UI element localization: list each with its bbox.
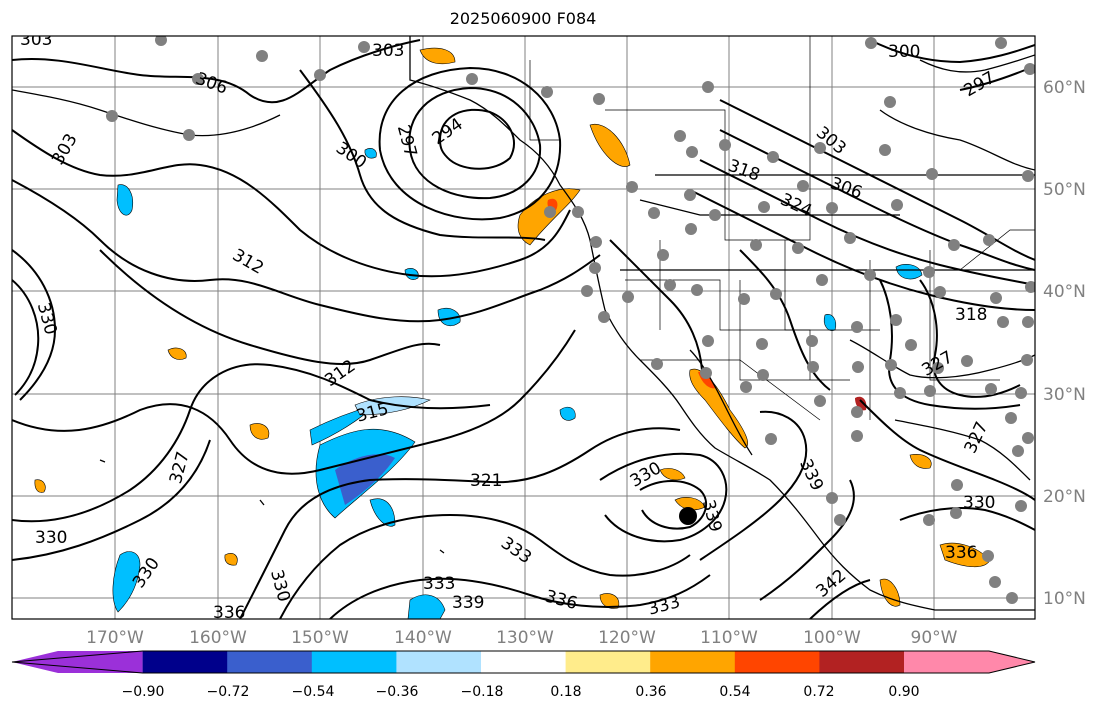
lat-label-40: 40°N — [1043, 282, 1086, 302]
lat-label-30: 30°N — [1043, 385, 1086, 405]
lat-label-50: 50°N — [1043, 180, 1086, 200]
map-background — [12, 36, 1035, 619]
colorbar-outline — [11, 650, 1036, 674]
lon-label-100w: 100°W — [803, 628, 861, 648]
contour-label: 336 — [945, 543, 977, 563]
colorbar-tick-label: −0.90 — [122, 684, 165, 700]
map-frame — [11, 35, 1036, 620]
colorbar-tick-label: 0.18 — [550, 684, 581, 700]
colorbar-segment — [819, 651, 905, 673]
lat-label-20: 20°N — [1043, 487, 1086, 507]
colorbar-segment — [481, 651, 567, 673]
contour-label: 330 — [35, 528, 67, 548]
map-title: 2025060900 F084 — [449, 9, 597, 28]
lon-label-110w: 110°W — [700, 628, 758, 648]
contour-lines — [12, 39, 1035, 619]
colorbar-tick-label: −0.72 — [207, 684, 250, 700]
colorbar-tick-label: −0.54 — [292, 684, 335, 700]
lon-label-120w: 120°W — [598, 628, 656, 648]
colorbar — [11, 650, 1036, 674]
colorbar-tick-label: −0.18 — [461, 684, 504, 700]
contour-label: 330 — [963, 493, 995, 513]
colorbar-segment — [227, 651, 313, 673]
lat-label-10: 10°N — [1043, 589, 1086, 609]
station-dots — [106, 36, 1035, 604]
contour-label: 303 — [20, 30, 52, 50]
contour-label: 333 — [423, 574, 455, 594]
colorbar-tick-label: 0.90 — [888, 684, 919, 700]
colorbar-segment — [650, 651, 736, 673]
colorbar-segment — [396, 651, 482, 673]
contour-label: 336 — [213, 603, 245, 623]
colorbar-tick-label: 0.36 — [635, 684, 666, 700]
colorbar-segment — [311, 651, 397, 673]
lat-label-60: 60°N — [1043, 78, 1086, 98]
storm-center-marker — [679, 507, 697, 525]
colorbar-segment — [142, 651, 228, 673]
longitude-labels: 170°W 160°W 150°W 140°W 130°W 120°W 110°… — [86, 628, 958, 648]
colorbar-tick-label: 0.72 — [803, 684, 834, 700]
colorbar-tick-label: 0.54 — [719, 684, 750, 700]
colorbar-segment — [565, 651, 651, 673]
lon-label-160w: 160°W — [189, 628, 247, 648]
colorbar-labels: −0.90 −0.72 −0.54 −0.36 −0.18 0.18 0.36 … — [122, 684, 920, 700]
graticule — [12, 36, 1035, 619]
contour-label: 321 — [470, 471, 502, 491]
colorbar-segment — [734, 651, 820, 673]
lon-label-150w: 150°W — [291, 628, 349, 648]
lon-label-130w: 130°W — [496, 628, 554, 648]
lon-label-140w: 140°W — [394, 628, 452, 648]
contour-label: 318 — [955, 305, 987, 325]
colorbar-tick-label: −0.36 — [376, 684, 419, 700]
political-borders — [529, 36, 1035, 421]
contour-label: 300 — [888, 42, 920, 62]
lon-label-170w: 170°W — [86, 628, 144, 648]
colorbar-segment — [12, 651, 143, 673]
contour-label: 303 — [372, 41, 404, 61]
contour-label: 339 — [452, 593, 484, 613]
latitude-labels: 60°N 50°N 40°N 30°N 20°N 10°N — [1043, 78, 1086, 609]
colorbar-segment — [904, 651, 1035, 673]
lon-label-90w: 90°W — [911, 628, 958, 648]
